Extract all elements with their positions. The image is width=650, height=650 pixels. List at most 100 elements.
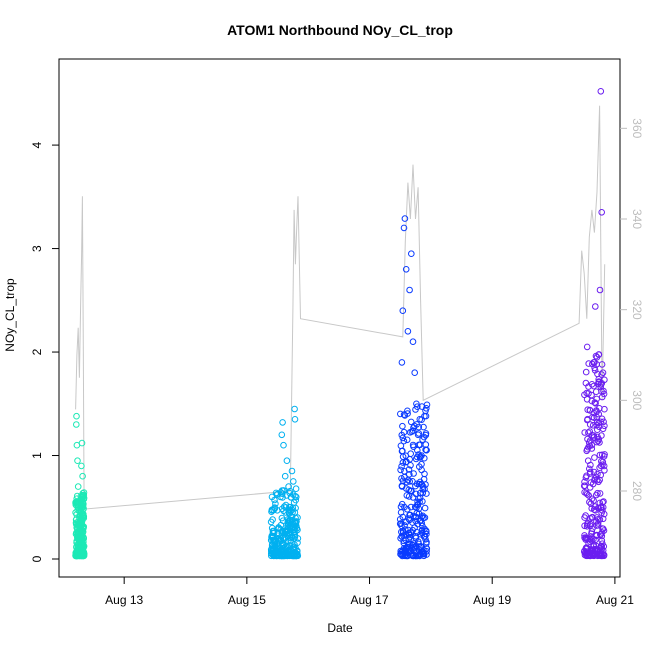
- data-point: [598, 529, 606, 536]
- data-point: [398, 533, 406, 540]
- data-point: [586, 421, 594, 428]
- data-point: [292, 496, 300, 504]
- data-point: [73, 412, 80, 420]
- data-point: [78, 462, 85, 470]
- data-point: [271, 496, 278, 504]
- data-point: [418, 481, 426, 489]
- data-point: [416, 550, 424, 558]
- y-axis-label: NOy_CL_trop: [3, 278, 17, 352]
- right-y-tick-label: 340: [630, 209, 644, 229]
- data-point: [599, 369, 607, 377]
- data-point: [582, 379, 590, 387]
- data-point: [290, 545, 298, 553]
- data-point: [588, 537, 595, 545]
- data-point: [593, 421, 601, 429]
- data-point: [582, 474, 590, 481]
- data-point: [413, 400, 420, 408]
- data-point: [73, 421, 80, 428]
- data-point: [270, 533, 277, 541]
- data-point: [272, 500, 279, 508]
- data-point: [598, 451, 606, 459]
- data-point: [400, 224, 408, 232]
- data-point: [410, 470, 417, 477]
- secondary-series-line: [75, 105, 606, 510]
- data-point: [407, 450, 415, 458]
- data-point: [267, 518, 275, 526]
- data-point: [401, 468, 408, 475]
- data-point: [283, 528, 291, 535]
- data-point: [281, 472, 289, 480]
- data-point: [401, 522, 408, 529]
- data-point: [600, 387, 607, 395]
- data-point: [399, 459, 407, 466]
- data-point: [409, 427, 417, 435]
- data-point: [414, 431, 422, 439]
- data-point: [590, 433, 598, 441]
- data-point: [406, 516, 413, 524]
- data-point: [78, 492, 86, 500]
- data-point: [594, 489, 601, 497]
- data-point: [597, 471, 605, 479]
- data-point: [292, 485, 300, 493]
- data-point: [596, 490, 604, 497]
- data-point: [414, 520, 422, 528]
- y-tick-label: 1: [30, 452, 44, 459]
- data-point: [419, 550, 427, 557]
- data-point: [409, 441, 417, 449]
- x-tick-label: Aug 19: [473, 593, 511, 607]
- data-point: [401, 412, 409, 419]
- data-point: [291, 416, 299, 423]
- data-point: [600, 551, 608, 559]
- data-point: [584, 415, 591, 423]
- right-y-tick-label: 360: [630, 118, 644, 138]
- data-point: [414, 403, 421, 411]
- data-point: [408, 250, 415, 257]
- data-point: [401, 215, 409, 222]
- data-point: [591, 399, 599, 406]
- data-point: [423, 545, 430, 553]
- data-point: [586, 484, 594, 491]
- data-point: [78, 516, 85, 523]
- data-point: [588, 495, 596, 503]
- data-point: [287, 537, 294, 544]
- x-axis: Aug 13 Aug 15 Aug 17 Aug 19 Aug 21: [105, 577, 634, 607]
- data-point: [581, 489, 588, 496]
- data-point: [422, 431, 430, 439]
- data-point: [400, 437, 408, 445]
- data-point: [588, 381, 596, 388]
- data-point: [397, 466, 404, 474]
- data-point: [75, 498, 83, 506]
- data-point: [268, 524, 276, 532]
- data-point: [275, 537, 282, 545]
- data-point: [421, 504, 429, 512]
- data-point: [422, 527, 430, 535]
- data-point: [593, 514, 601, 521]
- data-point: [598, 546, 605, 554]
- data-point: [400, 411, 408, 418]
- data-point: [583, 343, 591, 351]
- data-point: [293, 493, 300, 501]
- data-point: [80, 495, 88, 503]
- data-point: [595, 376, 603, 383]
- data-point: [588, 441, 596, 449]
- data-point: [585, 390, 592, 397]
- x-tick-label: Aug 15: [228, 593, 266, 607]
- data-point: [285, 510, 293, 517]
- data-point: [585, 492, 593, 499]
- x-axis-label: Date: [327, 621, 353, 635]
- data-point: [594, 504, 602, 512]
- data-point: [291, 541, 298, 549]
- y-axis: 0 1 2 3 4: [30, 141, 59, 562]
- data-point: [581, 514, 588, 521]
- data-point: [408, 428, 416, 435]
- data-point: [285, 483, 292, 490]
- data-point: [581, 478, 588, 486]
- data-point: [415, 540, 423, 548]
- data-point: [77, 509, 84, 516]
- data-point: [397, 535, 404, 542]
- data-point: [585, 429, 592, 437]
- data-point: [407, 418, 415, 426]
- data-point: [398, 482, 406, 490]
- data-point: [588, 505, 596, 512]
